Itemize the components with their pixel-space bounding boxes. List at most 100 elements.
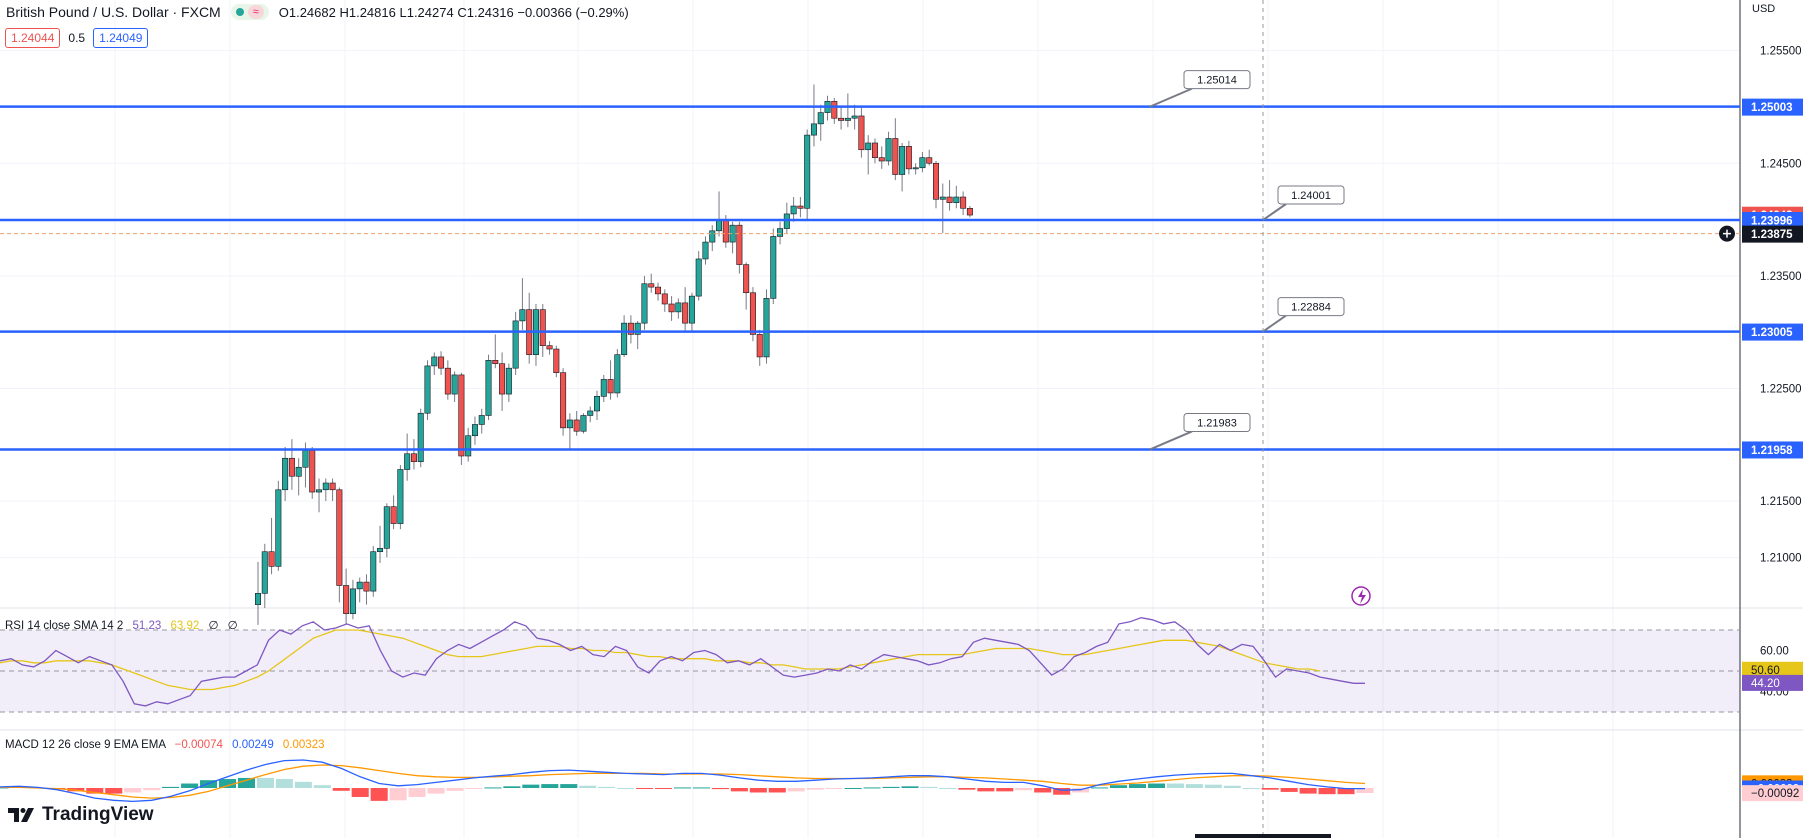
price-tick-label: 1.24500: [1760, 158, 1802, 170]
rsi-empty-1: ∅: [208, 620, 219, 632]
macd-title: MACD 12 26 close 9 EMA EMA: [5, 739, 166, 751]
macd-histogram-bar: [237, 777, 255, 788]
callout-box: [1183, 412, 1251, 432]
candle-body: [261, 551, 268, 594]
macd-histogram-bar: [1204, 784, 1222, 788]
rsi-empty-2: ∅: [227, 620, 238, 632]
market-open-icon: [235, 8, 244, 16]
candle-body: [749, 292, 756, 335]
approx-icon: ≈: [247, 5, 264, 19]
candle-body: [438, 356, 445, 369]
candle-body: [485, 359, 492, 416]
macd-histogram-bar: [522, 784, 540, 788]
candle-body: [871, 142, 878, 158]
plus-icon: [1723, 229, 1731, 238]
candle-body: [539, 309, 546, 346]
candle-body: [926, 157, 933, 164]
price-tag: [1742, 441, 1803, 459]
candle-body: [682, 302, 689, 324]
candle-body: [322, 482, 329, 491]
price-tick-label: 1.21500: [1760, 496, 1802, 508]
symbol-header: British Pound / U.S. Dollar · FXCM ≈ O1.…: [6, 3, 629, 21]
candle-body: [865, 142, 872, 151]
candle-body: [478, 415, 485, 425]
macd-histogram-bar: [711, 788, 729, 790]
candle-body: [892, 138, 899, 175]
price-tick-label: 1.22500: [1760, 383, 1802, 395]
lightning-bolt-icon: [1358, 589, 1366, 604]
price-callout: 1.25014: [1149, 70, 1251, 108]
candle-body: [627, 322, 634, 335]
candle-body: [329, 482, 336, 491]
price-tag-label: 1.21958: [1751, 445, 1793, 457]
price-tick-label: 1.21000: [1760, 552, 1802, 564]
ohlc-open: O1.24682: [278, 4, 336, 20]
candle-body: [817, 112, 824, 125]
macd-histogram-bar: [162, 786, 180, 788]
spread-value: 0.5: [68, 31, 86, 45]
buy-button[interactable]: 1.24049: [93, 28, 149, 48]
macd-histogram-bar: [1110, 785, 1128, 788]
tradingview-logo-icon: [8, 808, 34, 822]
candle-body: [756, 334, 763, 358]
callout-label: 1.24001: [1291, 190, 1331, 202]
price-tag: [1742, 212, 1803, 230]
rsi-legend[interactable]: RSI 14 close SMA 14 2 51.23 63.92 ∅ ∅: [5, 618, 238, 632]
rsi-line: [0, 617, 1365, 707]
candle-body: [566, 419, 573, 429]
price-tag: [1742, 98, 1803, 116]
macd-histogram-bar: [143, 788, 161, 791]
candle-body: [648, 283, 655, 288]
candle-body: [885, 138, 892, 162]
macd-histogram-bar: [1147, 783, 1165, 788]
rsi-title: RSI 14 close SMA 14 2: [5, 620, 124, 632]
candle-body: [899, 146, 906, 175]
macd-histogram-bar: [1185, 784, 1203, 788]
candle-body: [655, 286, 662, 295]
candle-body: [960, 196, 967, 209]
candle-body: [688, 295, 695, 324]
macd-histogram-bar: [503, 786, 521, 788]
candle-body: [736, 224, 743, 265]
macd-histogram-bar: [730, 788, 748, 792]
sell-button[interactable]: 1.24044: [5, 28, 61, 48]
callout-label: 1.22884: [1291, 302, 1331, 314]
candle-body: [621, 322, 628, 355]
candle-body: [356, 581, 363, 590]
candle-body: [743, 264, 750, 294]
tradingview-logo[interactable]: TradingView: [8, 804, 154, 826]
callout-label: 1.21983: [1197, 417, 1237, 429]
candle-body: [417, 412, 424, 462]
candle-body: [722, 219, 729, 243]
candle-body: [275, 489, 282, 567]
price-callout: 1.24001: [1262, 185, 1345, 221]
candle-body: [363, 581, 370, 592]
macd-legend[interactable]: MACD 12 26 close 9 EMA EMA −0.00074 0.00…: [5, 739, 325, 751]
candle-body: [465, 435, 472, 457]
candle-body: [932, 162, 939, 200]
callout-label: 1.25014: [1197, 75, 1237, 87]
status-pill[interactable]: ≈: [230, 4, 269, 20]
macd-histogram-bar: [181, 783, 199, 788]
trade-panel: 1.24044 0.5 1.24049: [5, 28, 149, 48]
candle-body: [580, 415, 587, 432]
rsi-tick-label: 60.00: [1760, 646, 1789, 658]
macd-histogram-bar: [446, 788, 464, 791]
candle-body: [844, 117, 851, 121]
macd-hist-value: −0.00074: [174, 739, 223, 751]
macd-histogram-bar: [787, 788, 805, 792]
macd-histogram-bar: [996, 788, 1014, 792]
macd-histogram-bar: [1128, 784, 1147, 788]
macd-histogram-bar: [332, 788, 350, 791]
macd-histogram-bar: [806, 788, 824, 790]
logo-text: TradingView: [42, 804, 154, 825]
candle-body: [349, 588, 356, 614]
symbol-title[interactable]: British Pound / U.S. Dollar · FXCM: [6, 4, 221, 20]
candle-body: [343, 585, 350, 614]
callout-box: [1277, 297, 1345, 317]
candle-body: [905, 146, 912, 170]
candle-body: [587, 410, 594, 416]
candle-body: [702, 241, 709, 260]
candle-body: [919, 157, 926, 169]
